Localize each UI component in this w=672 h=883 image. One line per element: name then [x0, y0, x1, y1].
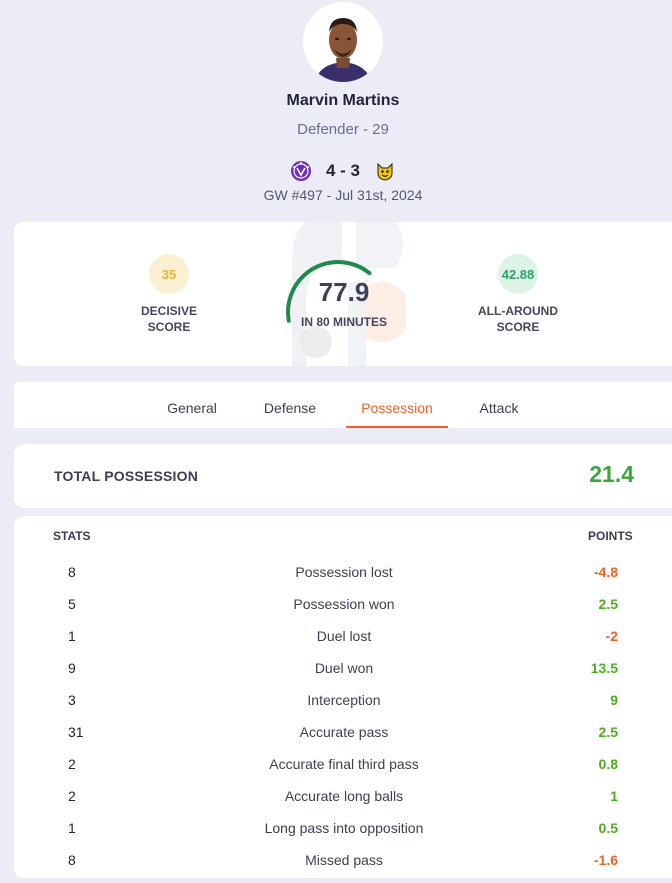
stat-name: Interception	[307, 692, 381, 708]
watermark-logo-icon	[292, 222, 406, 366]
stat-points: 2.5	[598, 724, 618, 740]
table-row: 2 Accurate final third pass 0.8	[14, 752, 672, 784]
player-position-age: Defender - 29	[297, 121, 389, 138]
player-photo	[303, 2, 383, 82]
stat-count: 9	[68, 660, 76, 676]
table-row: 2 Accurate long balls 1	[14, 784, 672, 816]
stat-name: Duel lost	[316, 628, 372, 644]
gameweek-date: GW #497 - Jul 31st, 2024	[263, 187, 423, 203]
table-row: 1 Long pass into opposition 0.5	[14, 816, 672, 848]
table-row: 1 Duel lost -2	[14, 624, 672, 656]
tab-attack[interactable]: Attack	[479, 400, 519, 416]
stat-count: 1	[68, 628, 76, 644]
stat-name: Possession won	[293, 596, 395, 612]
score-gauge-fill	[289, 260, 372, 297]
stat-count: 3	[68, 692, 76, 708]
all-around-label-line2: SCORE	[496, 320, 540, 334]
player-avatar	[303, 2, 383, 82]
stat-points: 0.8	[598, 756, 618, 772]
score-card: 35 DECISIVE SCORE 77.9 IN 80 MINUTES 42.…	[14, 222, 672, 366]
stat-count: 8	[68, 852, 76, 868]
table-row: 8 Missed pass -1.6	[14, 848, 672, 880]
table-row: 3 Interception 9	[14, 688, 672, 720]
stat-name: Accurate final third pass	[269, 756, 419, 772]
stats-table: STATS POINTS 8 Possession lost -4.8 5 Po…	[14, 516, 672, 878]
stat-name: Missed pass	[305, 852, 383, 868]
all-around-score-label: ALL-AROUND SCORE	[458, 303, 578, 335]
score-gauge	[286, 260, 372, 323]
all-around-score-value: 42.88	[498, 254, 538, 294]
stat-count: 5	[68, 596, 76, 612]
stat-count: 1	[68, 820, 76, 836]
stat-count: 2	[68, 756, 76, 772]
tab-possession[interactable]: Possession	[346, 382, 448, 428]
table-row: 8 Possession lost -4.8	[14, 560, 672, 592]
stat-count: 2	[68, 788, 76, 804]
decisive-score-value: 35	[149, 254, 189, 294]
home-team-badge-icon[interactable]	[290, 160, 312, 182]
stat-count: 31	[68, 724, 84, 740]
tab-defense[interactable]: Defense	[263, 400, 317, 416]
player-name: Marvin Martins	[286, 92, 400, 109]
stat-points: -2	[605, 628, 618, 644]
decisive-label-line1: DECISIVE	[140, 304, 197, 318]
stat-name: Accurate long balls	[284, 788, 404, 804]
stat-points: 0.5	[598, 820, 618, 836]
match-score-row: 4 - 3	[0, 158, 672, 184]
stat-count: 8	[68, 564, 76, 580]
stat-name: Possession lost	[295, 564, 393, 580]
total-possession-value: 21.4	[589, 461, 634, 487]
all-around-score: 42.88 ALL-AROUND SCORE	[458, 254, 578, 335]
table-row: 5 Possession won 2.5	[14, 592, 672, 624]
stat-points: -4.8	[593, 564, 618, 580]
total-possession-label: TOTAL POSSESSION	[54, 468, 199, 484]
decisive-score-label: DECISIVE SCORE	[109, 303, 229, 335]
total-possession-card: TOTAL POSSESSION 21.4	[14, 444, 672, 508]
header-points: POINTS	[588, 529, 633, 543]
stat-points: 1	[610, 788, 618, 804]
stat-points: 13.5	[590, 660, 618, 676]
stat-name: Accurate pass	[299, 724, 389, 740]
main-score-value: 77.9	[318, 277, 370, 307]
main-score-label: IN 80 MINUTES	[300, 315, 387, 329]
stat-points: -1.6	[593, 852, 618, 868]
away-team-badge-icon[interactable]	[374, 160, 396, 182]
stat-points: 9	[610, 692, 618, 708]
table-row: 31 Accurate pass 2.5	[14, 720, 672, 752]
match-score: 4 - 3	[325, 161, 361, 180]
all-around-label-line1: ALL-AROUND	[478, 304, 558, 318]
stat-points: 2.5	[598, 596, 618, 612]
stat-name: Long pass into opposition	[264, 820, 424, 836]
decisive-label-line2: SCORE	[147, 320, 191, 334]
decisive-score: 35 DECISIVE SCORE	[109, 254, 229, 335]
stats-tabs: General Defense Possession Attack	[14, 382, 672, 428]
stat-name: Duel won	[314, 660, 374, 676]
header-stats: STATS	[53, 529, 91, 543]
table-row: 9 Duel won 13.5	[14, 656, 672, 688]
tab-general[interactable]: General	[167, 400, 217, 416]
